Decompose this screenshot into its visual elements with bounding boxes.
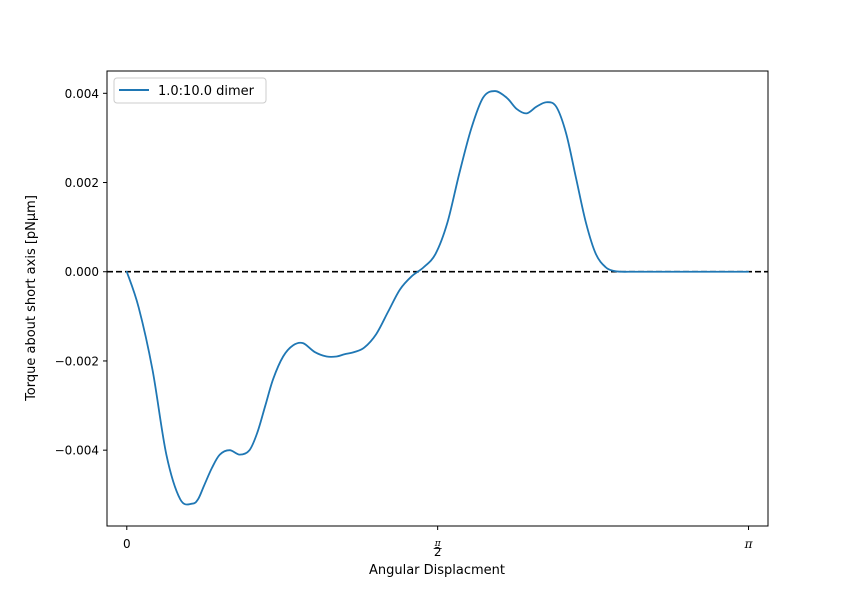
y-axis-label: Torque about short axis [pNμm] (24, 195, 39, 402)
legend-entry-label: 1.0:10.0 dimer (158, 84, 255, 99)
y-tick-label: −0.002 (55, 354, 99, 368)
y-tick-label: 0.004 (65, 87, 99, 101)
y-axis-ticks: −0.004 −0.002 0.000 0.002 0.004 (55, 87, 107, 458)
x-tick-label: π (744, 537, 754, 551)
plot-area (107, 90, 768, 506)
x-tick-label: 0 (123, 537, 131, 551)
x-tick-label-denominator: 2 (434, 545, 442, 559)
x-axis-label: Angular Displacment (369, 563, 505, 578)
legend-box (113, 77, 267, 104)
y-tick-label: 0.002 (65, 176, 99, 190)
y-tick-label: 0.000 (65, 265, 99, 279)
y-tick-label: −0.004 (55, 444, 99, 458)
x-axis-ticks: 0 π2π (123, 526, 754, 559)
x-tick-label-numerator: π (434, 539, 442, 549)
legend: 1.0:10.0 dimer (113, 77, 267, 104)
series-line-dimer (125, 90, 750, 506)
